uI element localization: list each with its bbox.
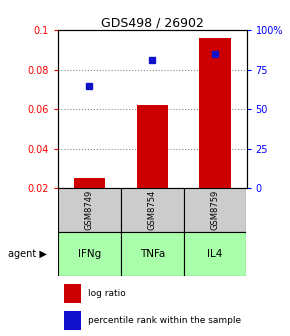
Bar: [184, 188, 246, 232]
Text: GSM8759: GSM8759: [211, 190, 220, 230]
Bar: [58, 232, 121, 276]
Bar: [137, 105, 168, 188]
Bar: [200, 38, 231, 188]
Text: IFNg: IFNg: [78, 249, 101, 259]
Title: GDS498 / 26902: GDS498 / 26902: [101, 16, 204, 29]
Bar: [64, 311, 81, 330]
Text: percentile rank within the sample: percentile rank within the sample: [88, 316, 242, 325]
Text: IL4: IL4: [207, 249, 223, 259]
Bar: [121, 232, 184, 276]
Text: GSM8754: GSM8754: [148, 190, 157, 230]
Text: agent ▶: agent ▶: [8, 249, 47, 259]
Text: GSM8749: GSM8749: [85, 190, 94, 230]
Bar: [58, 188, 121, 232]
Bar: [184, 232, 246, 276]
Bar: [121, 188, 184, 232]
Bar: [74, 178, 105, 188]
Text: log ratio: log ratio: [88, 289, 126, 298]
Text: TNFa: TNFa: [139, 249, 165, 259]
Bar: [64, 284, 81, 303]
